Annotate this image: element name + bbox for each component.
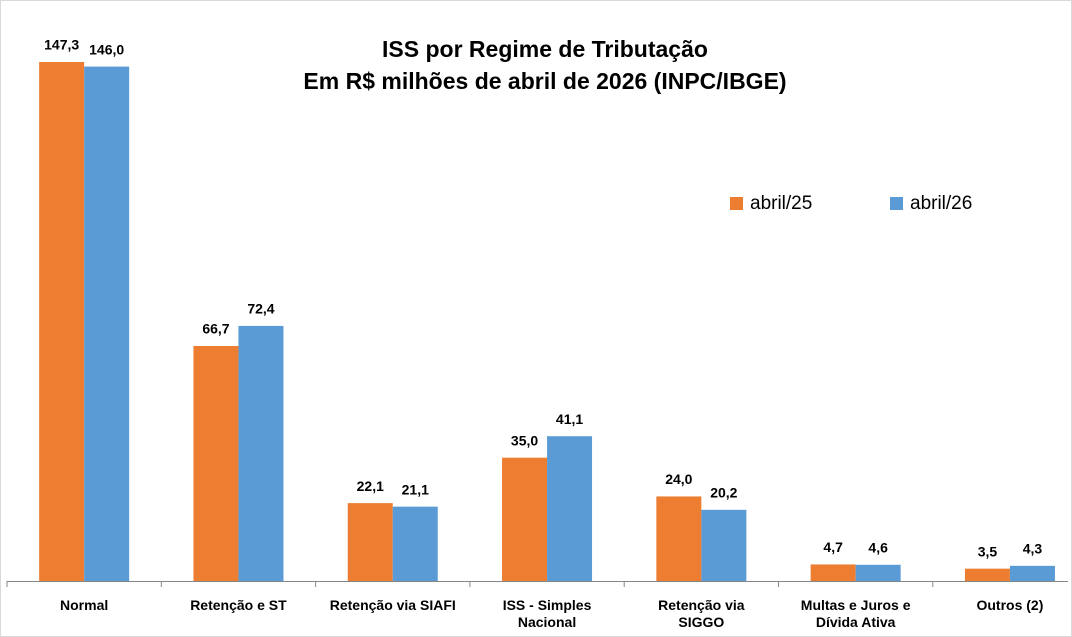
bar (1009, 565, 1055, 581)
data-label: 24,0 (665, 471, 692, 487)
bar (701, 509, 747, 581)
bar (547, 436, 593, 581)
bar (964, 568, 1010, 581)
x-tick-label: Retenção e ST (190, 597, 287, 613)
data-label: 72,4 (247, 301, 274, 317)
legend-swatch (730, 197, 743, 210)
data-label: 66,7 (202, 321, 229, 337)
x-tick-label: Multas e Juros e Dívida Ativa (800, 597, 911, 630)
data-label: 147,3 (44, 37, 79, 53)
x-tick-label: Outros (2) (976, 597, 1044, 613)
x-tick-label: Retenção via SIGGO (658, 597, 745, 630)
x-tick-label: Normal (60, 597, 109, 613)
data-label: 3,5 (978, 543, 998, 559)
data-label: 35,0 (511, 432, 538, 448)
legend-label: abril/26 (910, 193, 972, 214)
legend-swatch (890, 197, 903, 210)
bar (392, 506, 438, 581)
bar (347, 503, 393, 581)
data-label: 4,7 (823, 539, 843, 555)
bar (193, 345, 239, 581)
bar (855, 564, 901, 581)
data-label: 21,1 (402, 481, 429, 497)
bar (810, 564, 856, 581)
x-tick-label: Retenção via SIAFI (329, 597, 456, 613)
bar (39, 62, 85, 581)
data-label: 146,0 (89, 41, 124, 57)
chart-subtitle: Em R$ milhões de abril de 2026 (INPC/IBG… (303, 68, 786, 94)
chart-title: ISS por Regime de Tributação (382, 36, 708, 62)
bar (238, 325, 284, 581)
data-label: 20,2 (710, 485, 737, 501)
data-label: 4,6 (868, 539, 888, 555)
x-tick-label: ISS - Simples Nacional (502, 597, 592, 630)
legend-label: abril/25 (750, 193, 812, 214)
bar (84, 66, 130, 581)
data-label: 22,1 (357, 478, 384, 494)
bar (656, 496, 702, 581)
bar (502, 457, 548, 581)
data-label: 41,1 (556, 411, 583, 427)
data-label: 4,3 (1023, 541, 1043, 557)
